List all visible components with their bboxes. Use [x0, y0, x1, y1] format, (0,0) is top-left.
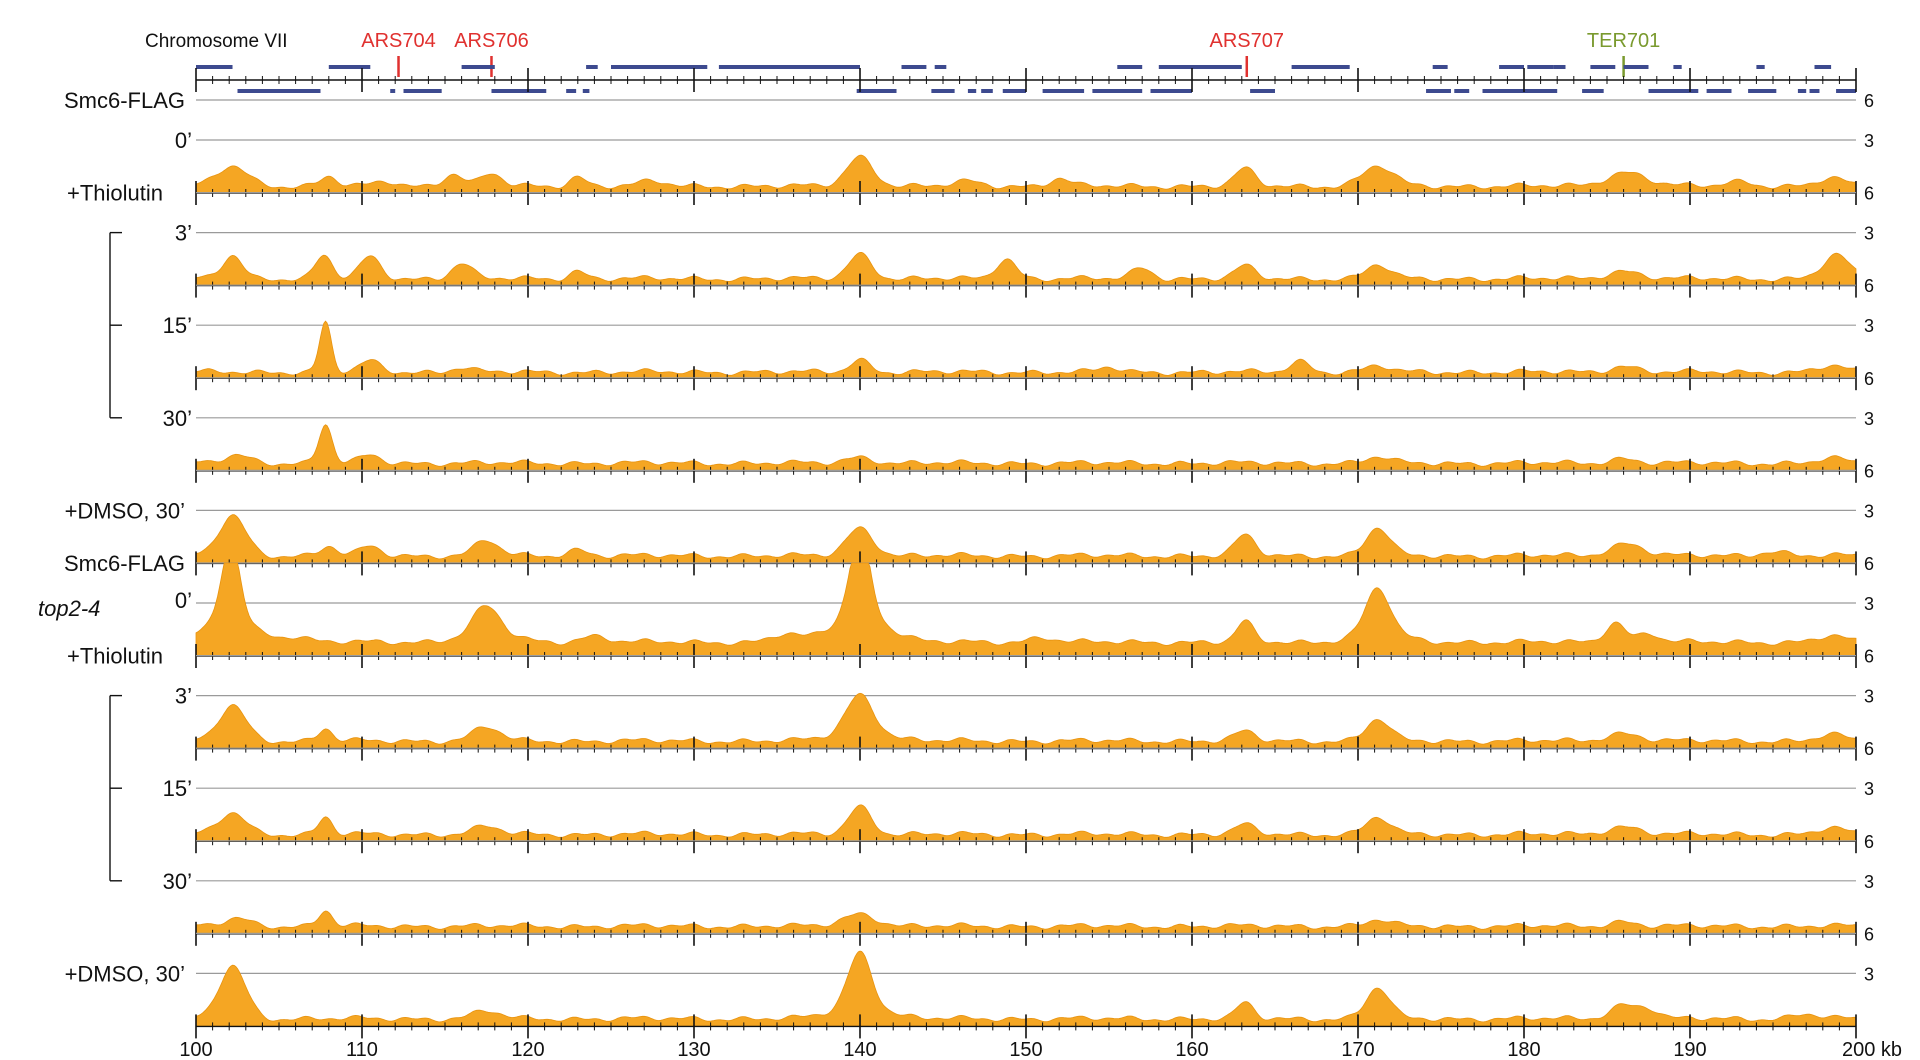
feature-label: ARS704: [361, 30, 436, 52]
x-tick-label: 190: [1673, 1039, 1706, 1060]
row-label-text: +Thiolutin: [67, 181, 163, 206]
x-tick-label: 120: [511, 1039, 544, 1060]
feature-ars704: ARS704: [361, 30, 436, 77]
row-label-text: Smc6-FLAG: [64, 88, 185, 113]
row-label-text: 15’: [163, 313, 192, 338]
y-tick-max: 6: [1864, 832, 1874, 852]
row-label-4: 30’: [163, 406, 192, 431]
chromosome-header: Chromosome VII ARS704 ARS706 ARS707 TER701: [145, 30, 1857, 93]
x-tick-label: 140: [843, 1039, 876, 1060]
row-label-text: Smc6-FLAG: [64, 551, 185, 576]
row-label-6: Smc6-FLAG top2-4 0’: [38, 551, 192, 621]
track-3: 63: [195, 276, 1874, 391]
row-label-text: top2-4: [38, 596, 100, 621]
thiolutin-bracket: [109, 694, 122, 882]
y-tick-max: 6: [1864, 184, 1874, 204]
feature-ars707: ARS707: [1210, 30, 1285, 77]
row-label-5: +DMSO, 30’: [65, 498, 185, 523]
y-tick-mid: 3: [1864, 687, 1874, 707]
row-label-text: 30’: [163, 869, 192, 894]
chromosome-axis-line: [195, 68, 1857, 92]
chromosome-axis: [195, 68, 1857, 92]
feature-ter701: TER701: [1587, 30, 1660, 77]
y-tick-mid: 3: [1864, 964, 1874, 984]
row-label-text: +DMSO, 30’: [65, 961, 185, 986]
feature-ars706: ARS706: [454, 30, 529, 77]
row-label-text: 30’: [163, 406, 192, 431]
y-tick-mid: 3: [1864, 224, 1874, 244]
row-label-text: 0’: [175, 128, 192, 153]
row-label-text: 3’: [175, 221, 192, 246]
y-tick-max: 6: [1864, 369, 1874, 389]
row-label-2: +Thiolutin 3’: [67, 181, 192, 246]
x-tick-label: 150: [1009, 1039, 1042, 1060]
track-6: 63: [195, 554, 1874, 668]
x-tick-label: 180: [1507, 1039, 1540, 1060]
row-label-text: 0’: [175, 588, 192, 613]
x-tick-label: 130: [677, 1039, 710, 1060]
row-label-text: 15’: [163, 776, 192, 801]
y-tick-max: 6: [1864, 554, 1874, 574]
y-tick-mid: 3: [1864, 872, 1874, 892]
x-axis-labels: 100 110 120 130 140 150 160 170 180 190 200 kb: [179, 1039, 1902, 1060]
x-tick-label: 160: [1175, 1039, 1208, 1060]
track-axis: [195, 1014, 1857, 1039]
signal-area: [195, 910, 1857, 935]
track-8: 63: [195, 739, 1874, 854]
y-tick-max: 6: [1864, 647, 1874, 667]
track-1: 63: [195, 91, 1874, 205]
track-4: 63: [195, 369, 1874, 483]
origin-features: ARS704 ARS706 ARS707 TER701: [361, 30, 1660, 77]
y-tick-max: 6: [1864, 924, 1874, 944]
x-tick-label: 200 kb: [1842, 1039, 1902, 1060]
thiolutin-brackets: [109, 231, 122, 882]
y-tick-max: 6: [1864, 91, 1874, 111]
y-tick-max: 6: [1864, 739, 1874, 759]
row-label-text: +DMSO, 30’: [65, 498, 185, 523]
y-tick-max: 6: [1864, 461, 1874, 481]
feature-label: ARS707: [1210, 30, 1285, 52]
signal-area: [195, 562, 1857, 657]
row-label-text: +Thiolutin: [67, 644, 163, 669]
y-tick-mid: 3: [1864, 131, 1874, 151]
y-tick-mid: 3: [1864, 779, 1874, 799]
track-9: 63: [195, 832, 1874, 946]
x-tick-label: 110: [346, 1039, 378, 1060]
row-label-text: 3’: [175, 684, 192, 709]
row-label-10: +DMSO, 30’: [65, 961, 185, 986]
y-tick-mid: 3: [1864, 316, 1874, 336]
row-label-7: +Thiolutin 3’: [67, 644, 192, 709]
row-label-1: Smc6-FLAG 0’: [64, 88, 192, 153]
feature-label: ARS706: [454, 30, 529, 52]
feature-label: TER701: [1587, 30, 1660, 52]
y-tick-mid: 3: [1864, 501, 1874, 521]
x-tick-label: 100: [179, 1039, 212, 1060]
y-tick-mid: 3: [1864, 409, 1874, 429]
track-7: 63: [195, 647, 1874, 761]
track-10: 63: [195, 924, 1874, 1039]
y-tick-mid: 3: [1864, 594, 1874, 614]
sample-labels: Smc6-FLAG 0’ +Thiolutin 3’ 15’ 30’ +DMSO, 30’ S…: [38, 88, 192, 986]
chromosome-label: Chromosome VII: [145, 31, 288, 52]
track-2: 63: [195, 184, 1874, 298]
row-label-9: 30’: [163, 869, 192, 894]
y-tick-max: 6: [1864, 276, 1874, 296]
row-label-8: 15’: [163, 776, 192, 801]
row-label-3: 15’: [163, 313, 192, 338]
track-5: 63: [195, 461, 1874, 576]
x-tick-label: 170: [1341, 1039, 1374, 1060]
thiolutin-bracket: [109, 231, 122, 419]
